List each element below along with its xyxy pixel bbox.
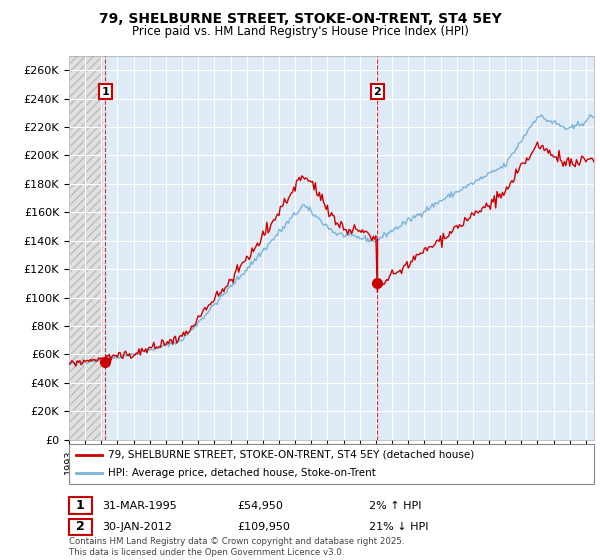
Text: 1: 1	[76, 499, 85, 512]
Text: 1: 1	[101, 86, 109, 96]
Text: 2: 2	[373, 86, 381, 96]
Text: HPI: Average price, detached house, Stoke-on-Trent: HPI: Average price, detached house, Stok…	[108, 468, 376, 478]
Text: 79, SHELBURNE STREET, STOKE-ON-TRENT, ST4 5EY: 79, SHELBURNE STREET, STOKE-ON-TRENT, ST…	[98, 12, 502, 26]
Text: 31-MAR-1995: 31-MAR-1995	[102, 501, 177, 511]
Text: £109,950: £109,950	[237, 522, 290, 532]
Text: 79, SHELBURNE STREET, STOKE-ON-TRENT, ST4 5EY (detached house): 79, SHELBURNE STREET, STOKE-ON-TRENT, ST…	[108, 450, 474, 460]
Text: 21% ↓ HPI: 21% ↓ HPI	[369, 522, 428, 532]
Text: Contains HM Land Registry data © Crown copyright and database right 2025.
This d: Contains HM Land Registry data © Crown c…	[69, 537, 404, 557]
Text: 2% ↑ HPI: 2% ↑ HPI	[369, 501, 421, 511]
Text: 2: 2	[76, 520, 85, 534]
Bar	[69, 56, 103, 440]
Text: 30-JAN-2012: 30-JAN-2012	[102, 522, 172, 532]
Text: Price paid vs. HM Land Registry's House Price Index (HPI): Price paid vs. HM Land Registry's House …	[131, 25, 469, 38]
Text: £54,950: £54,950	[237, 501, 283, 511]
